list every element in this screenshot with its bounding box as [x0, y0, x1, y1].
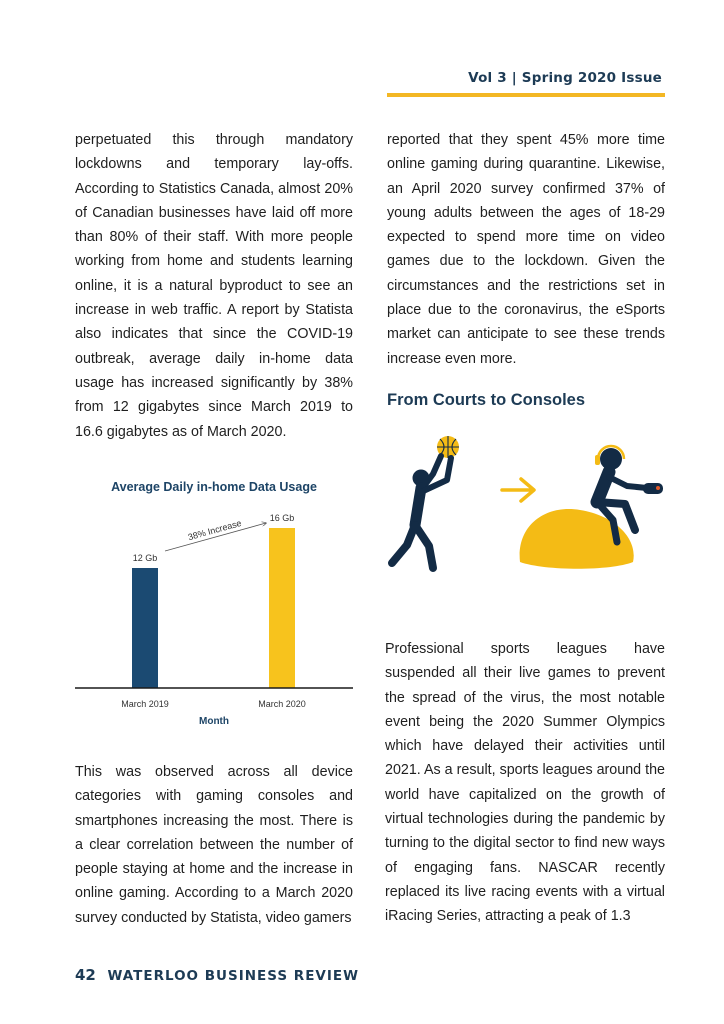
bar-march-2020 — [269, 528, 295, 688]
chart-title: Average Daily in-home Data Usage — [111, 480, 317, 494]
section-heading: From Courts to Consoles — [387, 391, 586, 409]
body-paragraph-2: reported that they spent 45% more time o… — [387, 132, 665, 367]
page-footer: 42 WATERLOO BUSINESS REVIEW — [75, 965, 359, 984]
sports-to-esports-illustration — [388, 436, 663, 572]
header-divider — [387, 93, 665, 97]
page-number: 42 — [75, 966, 96, 984]
body-paragraph-1: perpetuated this through mandatory lockd… — [75, 132, 353, 440]
basketball-player-icon — [388, 436, 459, 572]
gamer-on-beanbag-icon — [519, 444, 663, 569]
issue-header: Vol 3 | Spring 2020 Issue — [468, 70, 662, 86]
increase-arrow — [164, 523, 266, 552]
increase-annotation: 38% Increase — [187, 518, 243, 542]
body-paragraph-3: This was observed across all device cate… — [75, 764, 353, 926]
bar-march-2019 — [132, 568, 158, 688]
x-axis-title: Month — [199, 716, 229, 727]
publication-name: WATERLOO BUSINESS REVIEW — [107, 968, 359, 984]
x-tick-label: March 2020 — [258, 699, 306, 709]
body-paragraph-4: Professional sports leagues have suspend… — [385, 641, 665, 925]
bar-data-label: 12 Gb — [133, 553, 158, 563]
x-tick-label: March 2019 — [121, 699, 169, 709]
data-usage-chart: Average Daily in-home Data Usage 12 Gb Ma… — [75, 480, 353, 727]
arrow-right-icon — [500, 477, 536, 503]
bar-data-label: 16 Gb — [270, 513, 295, 523]
